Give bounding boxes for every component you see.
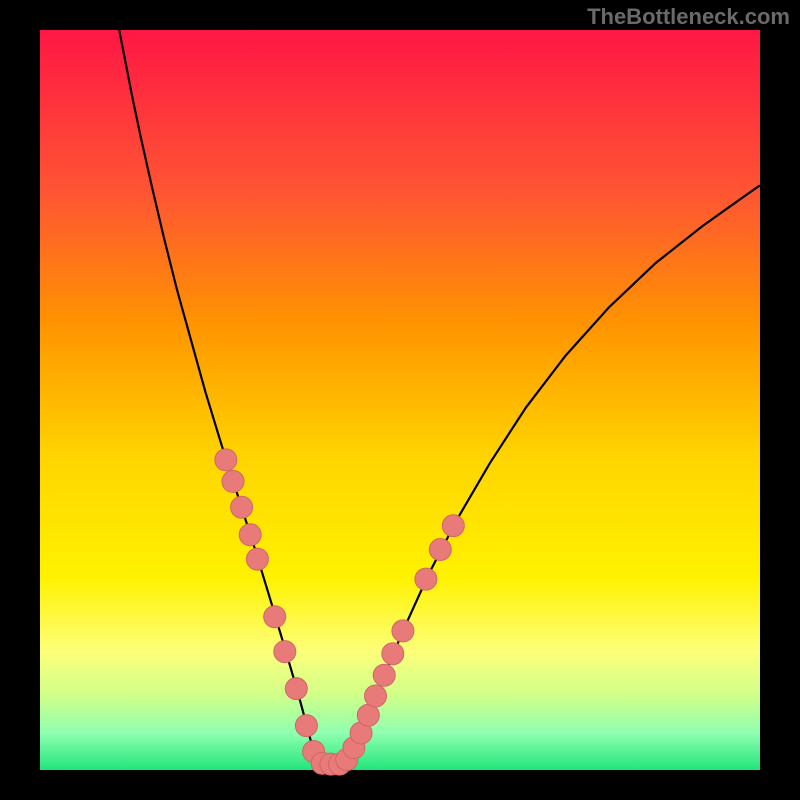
bottleneck-curve bbox=[119, 30, 760, 765]
chart-group bbox=[119, 30, 760, 775]
marker-left-8 bbox=[295, 715, 317, 737]
marker-right-6 bbox=[382, 643, 404, 665]
marker-right-5 bbox=[373, 664, 395, 686]
watermark-text: TheBottleneck.com bbox=[587, 4, 790, 30]
chart-overlay-svg bbox=[0, 0, 800, 800]
marker-left-4 bbox=[246, 548, 268, 570]
marker-left-0 bbox=[215, 449, 237, 471]
marker-right-9 bbox=[429, 539, 451, 561]
marker-left-1 bbox=[222, 470, 244, 492]
marker-right-8 bbox=[415, 568, 437, 590]
marker-left-5 bbox=[264, 606, 286, 628]
marker-left-3 bbox=[239, 524, 261, 546]
marker-right-3 bbox=[357, 704, 379, 726]
marker-left-6 bbox=[274, 641, 296, 663]
marker-right-4 bbox=[365, 685, 387, 707]
marker-right-7 bbox=[392, 620, 414, 642]
marker-left-7 bbox=[285, 678, 307, 700]
marker-right-10 bbox=[442, 515, 464, 537]
marker-left-2 bbox=[231, 496, 253, 518]
